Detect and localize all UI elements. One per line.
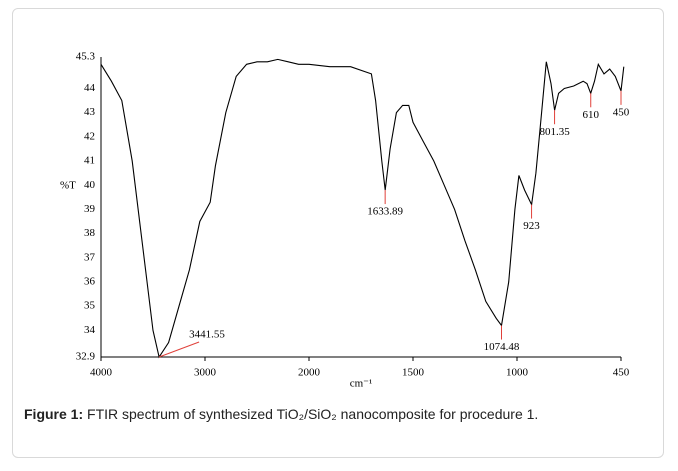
x-tick-label: 450 (613, 367, 630, 379)
annotation-label: 3441.55 (189, 329, 225, 341)
annotation-label: 801.35 (539, 126, 570, 138)
annotation-label: 610 (582, 109, 599, 121)
caption: Figure 1: FTIR spectrum of synthesized T… (24, 404, 652, 424)
x-tick-label: 1000 (506, 367, 529, 379)
y-tick-label: 37 (84, 251, 96, 263)
y-tick-label: 39 (84, 203, 96, 215)
y-tick-label: 41 (84, 155, 95, 167)
x-tick-label: 4000 (90, 367, 113, 379)
figure-frame (12, 8, 664, 458)
y-tick-label: 38 (84, 227, 96, 239)
y-tick-label: 36 (84, 276, 96, 288)
annotation-label: 450 (613, 106, 630, 118)
y-tick-label: 42 (84, 130, 95, 142)
annotation-label: 1074.48 (484, 341, 520, 353)
y-tick-label: 43 (84, 106, 96, 118)
x-axis-label: cm⁻¹ (350, 378, 373, 390)
annotation-label: 923 (523, 220, 540, 232)
y-axis-label: %T (60, 180, 76, 192)
annotation-label: 1633.89 (367, 206, 403, 218)
y-tick-label: 44 (84, 82, 96, 94)
spectrum-line (100, 58, 625, 359)
y-tick-label: 32.9 (76, 351, 96, 363)
x-tick-label: 1500 (402, 367, 425, 379)
x-tick-label: 3000 (194, 367, 217, 379)
y-tick-label: 35 (84, 300, 96, 312)
x-tick-label: 2000 (298, 367, 321, 379)
annotation-leader (158, 341, 200, 358)
y-tick-label: 34 (84, 324, 96, 336)
y-tick-label: 45.3 (76, 51, 96, 63)
y-tick-label: 40 (84, 179, 96, 191)
caption-text: FTIR spectrum of synthesized TiO₂/SiO₂ n… (87, 406, 539, 422)
caption-label: Figure 1: (24, 406, 84, 422)
